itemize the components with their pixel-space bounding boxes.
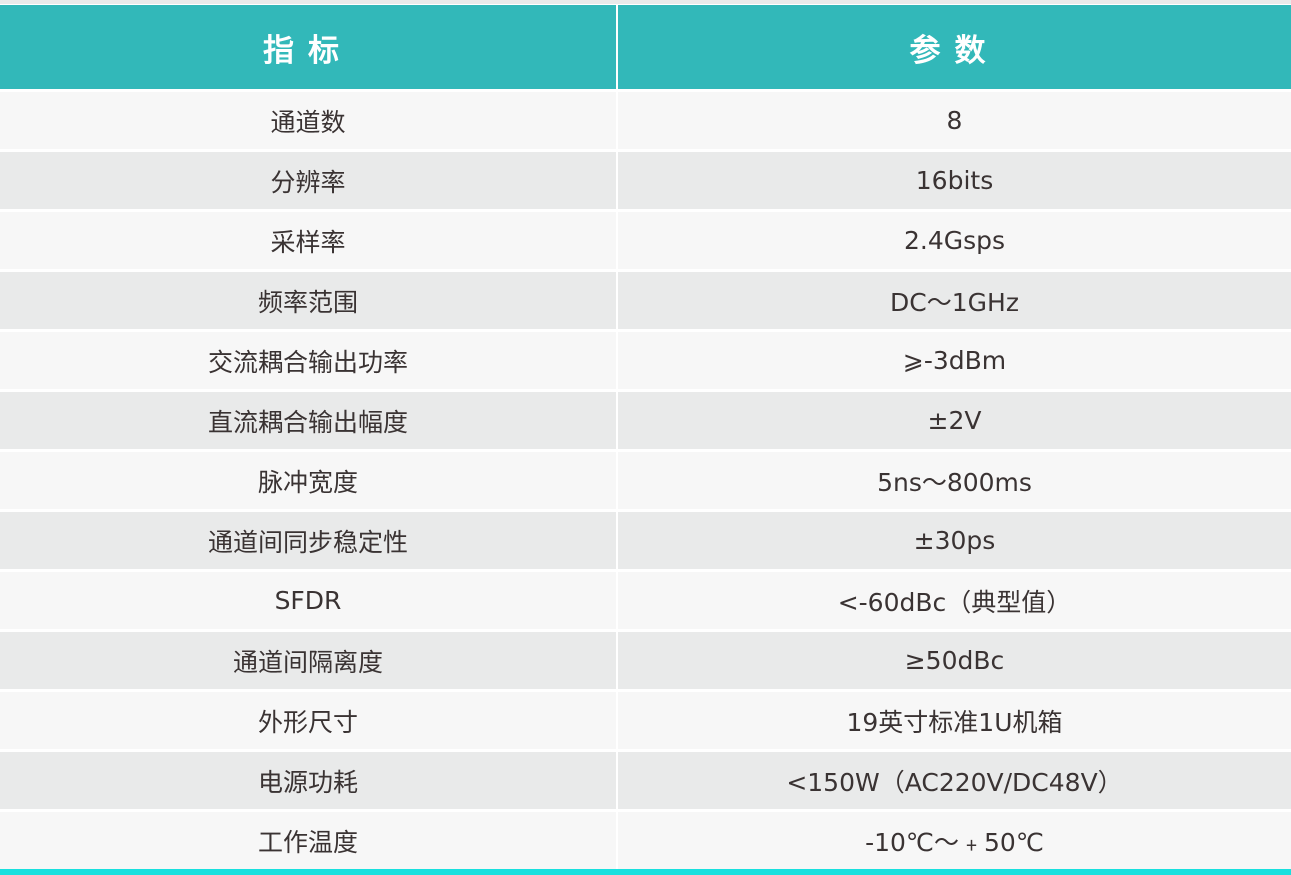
spec-value: 5ns～800ms bbox=[617, 449, 1291, 511]
spec-value: 2.4Gsps bbox=[617, 209, 1291, 271]
spec-value: ±2V bbox=[617, 389, 1291, 451]
spec-value: <150W（AC220V/DC48V） bbox=[617, 749, 1291, 811]
spec-name: 分辨率 bbox=[0, 149, 618, 211]
spec-name: 外形尺寸 bbox=[0, 689, 618, 751]
spec-name: 采样率 bbox=[0, 209, 618, 271]
table-row: 脉冲宽度 5ns～800ms bbox=[0, 449, 1291, 511]
table-row: 工作温度 -10℃～﹢50℃ bbox=[0, 809, 1291, 869]
table-row: 采样率 2.4Gsps bbox=[0, 209, 1291, 271]
spec-name: 直流耦合输出幅度 bbox=[0, 389, 618, 451]
spec-value: ⩾-3dBm bbox=[617, 329, 1291, 391]
bottom-line bbox=[0, 869, 1291, 875]
table-row: 分辨率 16bits bbox=[0, 149, 1291, 211]
spec-name: 通道间同步稳定性 bbox=[0, 509, 618, 571]
spec-name: 通道数 bbox=[0, 89, 618, 151]
spec-value: ±30ps bbox=[617, 509, 1291, 571]
table-row: 外形尺寸 19英寸标准1U机箱 bbox=[0, 689, 1291, 751]
spec-value: 8 bbox=[617, 89, 1291, 151]
table-row: 通道间同步稳定性 ±30ps bbox=[0, 509, 1291, 571]
table-row: 交流耦合输出功率 ⩾-3dBm bbox=[0, 329, 1291, 391]
spec-value: DC～1GHz bbox=[617, 269, 1291, 331]
spec-value: 16bits bbox=[617, 149, 1291, 211]
spec-value: ≥50dBc bbox=[617, 629, 1291, 691]
spec-name: 电源功耗 bbox=[0, 749, 618, 811]
header-row: 指标 参数 bbox=[0, 5, 1291, 91]
header-parameter: 参数 bbox=[617, 5, 1291, 91]
spec-table: 指标 参数 通道数 8 分辨率 16bits 采样率 2.4Gsps 频率范围 DC～1GHz… bbox=[0, 5, 1291, 869]
table-row: SFDR <-60dBc（典型值） bbox=[0, 569, 1291, 631]
spec-name: 脉冲宽度 bbox=[0, 449, 618, 511]
spec-name: 频率范围 bbox=[0, 269, 618, 331]
spec-value: <-60dBc（典型值） bbox=[617, 569, 1291, 631]
spec-name: 通道间隔离度 bbox=[0, 629, 618, 691]
table-row: 通道间隔离度 ≥50dBc bbox=[0, 629, 1291, 691]
spec-name: SFDR bbox=[0, 569, 618, 631]
table-row: 通道数 8 bbox=[0, 89, 1291, 151]
top-strip bbox=[0, 0, 1291, 4]
spec-name: 交流耦合输出功率 bbox=[0, 329, 618, 391]
table-row: 直流耦合输出幅度 ±2V bbox=[0, 389, 1291, 451]
header-indicator: 指标 bbox=[0, 5, 618, 91]
table-row: 频率范围 DC～1GHz bbox=[0, 269, 1291, 331]
spec-name: 工作温度 bbox=[0, 809, 618, 869]
table-row: 电源功耗 <150W（AC220V/DC48V） bbox=[0, 749, 1291, 811]
spec-value: 19英寸标准1U机箱 bbox=[617, 689, 1291, 751]
spec-value: -10℃～﹢50℃ bbox=[617, 809, 1291, 869]
